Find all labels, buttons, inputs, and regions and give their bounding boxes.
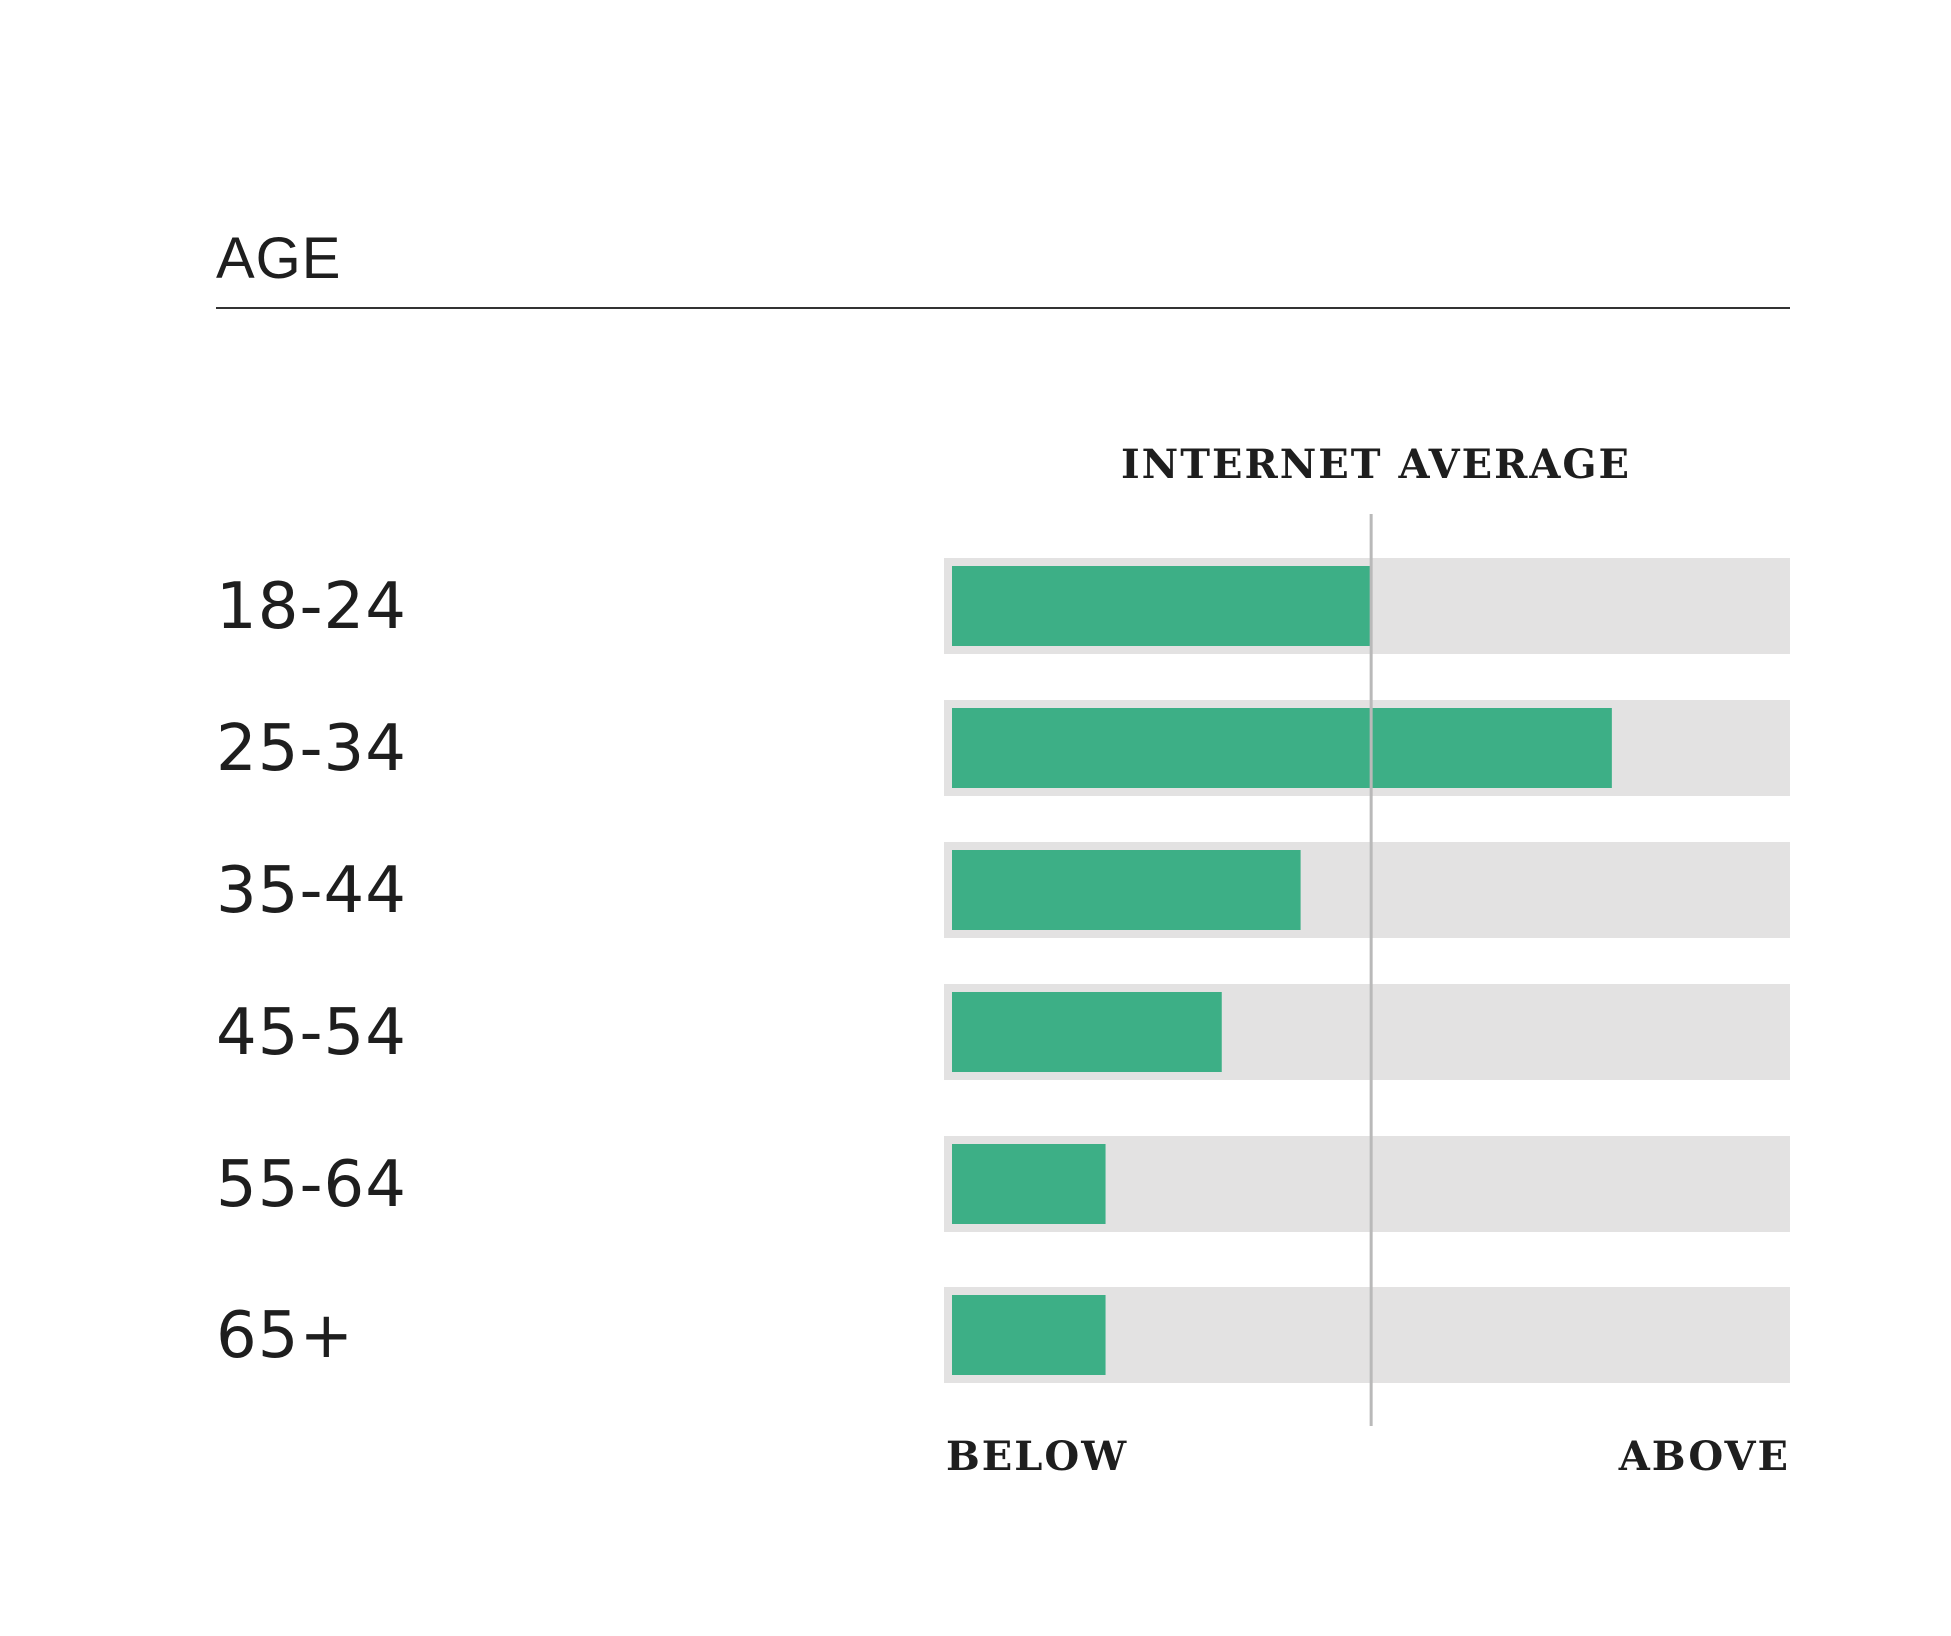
- category-label: 45-54: [216, 996, 407, 1070]
- category-label: 65+: [216, 1299, 354, 1373]
- bar: [952, 992, 1222, 1072]
- bar: [952, 566, 1371, 646]
- category-label: 18-24: [216, 570, 407, 644]
- axis-max-label: ABOVE: [1618, 1433, 1790, 1480]
- bar: [952, 1144, 1106, 1224]
- reference-label: INTERNET AVERAGE: [1121, 441, 1631, 488]
- category-label: 25-34: [216, 712, 407, 786]
- axis-min-label: BELOW: [946, 1433, 1128, 1480]
- bar: [952, 850, 1301, 930]
- bar: [952, 708, 1612, 788]
- category-label: 35-44: [216, 854, 407, 928]
- category-label: 55-64: [216, 1148, 407, 1222]
- chart-title: AGE: [216, 226, 342, 291]
- bar: [952, 1295, 1106, 1375]
- bars-layer: 18-24 25-34 35-44 45-54 55-64 65+: [216, 514, 1790, 1426]
